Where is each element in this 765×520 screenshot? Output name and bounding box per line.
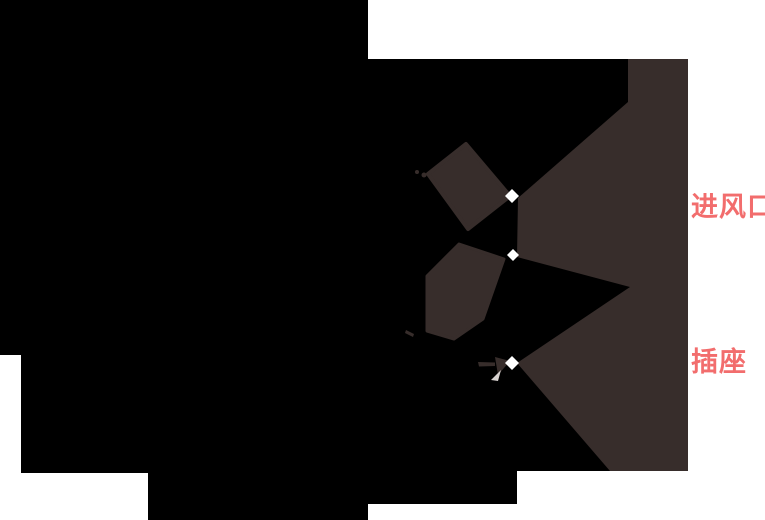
glint-speck bbox=[405, 330, 414, 337]
product-silhouette bbox=[0, 0, 688, 520]
marker-dot-top bbox=[505, 189, 519, 203]
glint-speck bbox=[421, 172, 427, 178]
marker-dot-bottom bbox=[505, 356, 519, 370]
marker-dot-middle bbox=[507, 249, 519, 261]
glint-dash bbox=[478, 362, 495, 367]
marker-sliver bbox=[491, 370, 501, 381]
facet-right-band bbox=[517, 59, 688, 471]
glint-speck bbox=[415, 170, 419, 174]
facet-top-diamond bbox=[426, 142, 512, 231]
annotation-label-socket: 插座 bbox=[691, 347, 747, 378]
glint-wedge bbox=[495, 357, 510, 375]
annotation-label-air-inlet: 进风口 bbox=[691, 192, 765, 223]
facet-lower-blob bbox=[425, 242, 506, 341]
